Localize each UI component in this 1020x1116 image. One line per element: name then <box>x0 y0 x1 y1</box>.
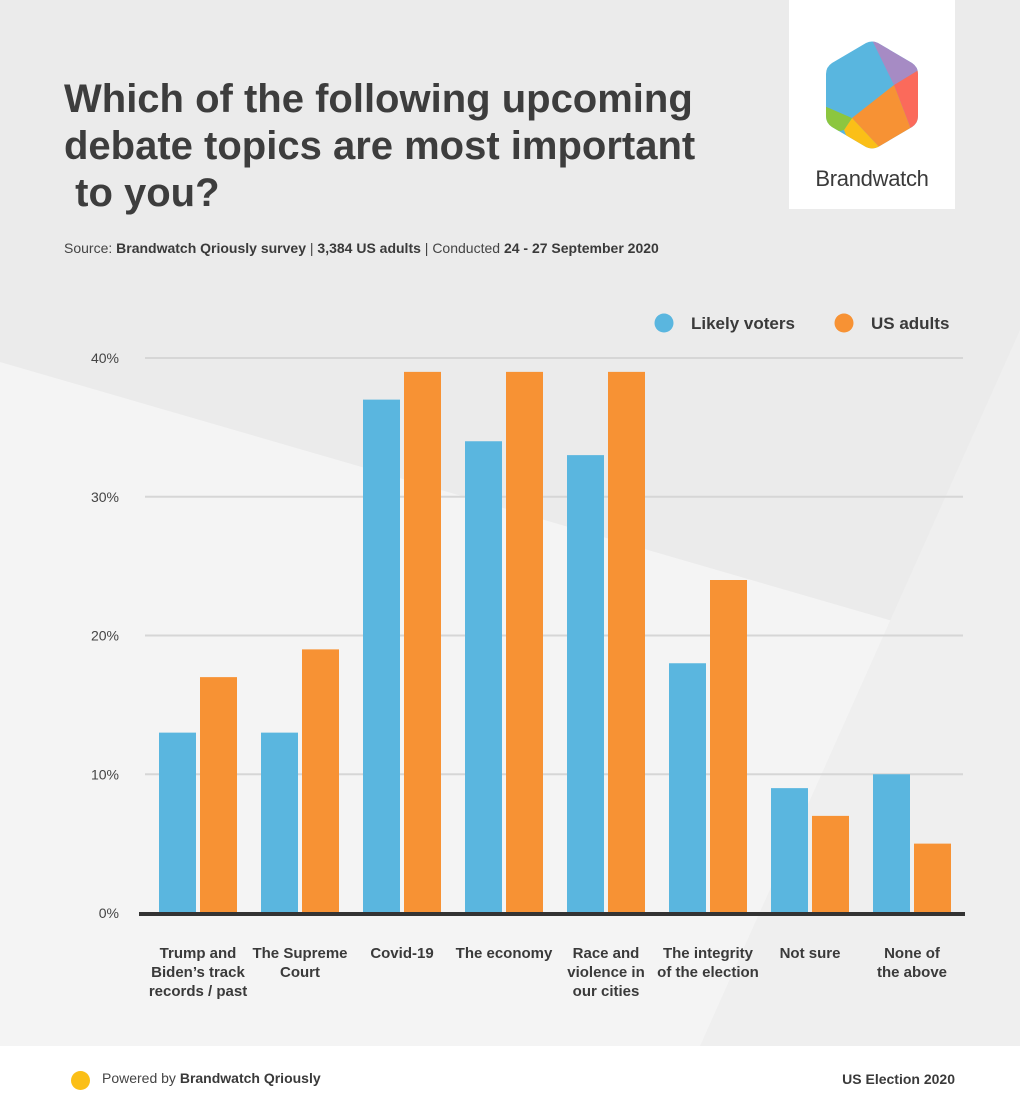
bar-likely-voters <box>873 774 910 913</box>
chart-title: Which of the following upcoming debate t… <box>64 77 696 215</box>
source-dates: 24 - 27 September 2020 <box>503 240 659 256</box>
y-tick-label: 20% <box>91 628 119 644</box>
x-tick-label: Race and violence in our cities <box>567 945 645 1000</box>
x-tick-label: The economy <box>456 945 553 962</box>
brandwatch-hexagon-icon <box>826 41 918 149</box>
legend-swatch-likely-voters <box>654 313 674 333</box>
footer-powered-brand: Brandwatch Qriously <box>179 1070 321 1086</box>
source-prefix: Source: <box>64 240 117 256</box>
source-sample: 3,384 US adults <box>317 240 421 256</box>
x-tick-label: None of the above <box>877 945 947 981</box>
y-tick-label: 30% <box>91 489 119 505</box>
bar-likely-voters <box>669 663 706 913</box>
source-separator: | <box>305 240 318 256</box>
bar-us-adults <box>710 580 747 913</box>
bar-likely-voters <box>159 732 196 913</box>
bar-likely-voters <box>363 399 400 913</box>
footer-election-label: US Election 2020 <box>842 1071 955 1087</box>
brandwatch-logo-card: Brandwatch <box>789 0 955 209</box>
source-line: Source: Brandwatch Qriously survey | 3,3… <box>64 240 659 256</box>
source-conducted: | Conducted <box>420 240 504 256</box>
legend-label: US adults <box>871 314 949 333</box>
qriously-dot-icon <box>71 1071 90 1090</box>
source-survey: Brandwatch Qriously survey <box>116 240 306 256</box>
bar-us-adults <box>608 371 645 913</box>
x-tick-label: The integrity of the election <box>657 945 759 981</box>
x-tick-label: Trump and Biden’s track records / past <box>149 945 247 1000</box>
y-tick-label: 40% <box>91 350 119 366</box>
footer: Powered by Brandwatch Qriously US Electi… <box>0 1046 1020 1116</box>
bar-likely-voters <box>465 441 502 913</box>
y-tick-label: 0% <box>99 905 119 921</box>
bar-us-adults <box>302 649 339 913</box>
legend-swatch-us-adults <box>834 313 854 333</box>
bar-chart: 0% 10% 20% 30% 40% Trump and Biden’s track reco… <box>91 313 965 1000</box>
bar-us-adults <box>404 371 441 913</box>
legend-label: Likely voters <box>691 314 795 333</box>
footer-powered-prefix: Powered by <box>102 1070 180 1086</box>
footer-powered-by: Powered by Brandwatch Qriously <box>102 1070 321 1086</box>
bar-us-adults <box>200 677 237 913</box>
bar-likely-voters <box>261 732 298 913</box>
x-tick-label: Not sure <box>780 945 841 962</box>
bar-likely-voters <box>771 788 808 913</box>
brandwatch-logo-text: Brandwatch <box>815 166 929 191</box>
x-tick-label: The Supreme Court <box>252 945 347 981</box>
bar-us-adults <box>506 371 543 913</box>
y-tick-label: 10% <box>91 766 119 782</box>
x-tick-label: Covid-19 <box>370 945 433 962</box>
bar-us-adults <box>812 815 849 913</box>
bar-us-adults <box>914 843 951 913</box>
bar-likely-voters <box>567 455 604 913</box>
